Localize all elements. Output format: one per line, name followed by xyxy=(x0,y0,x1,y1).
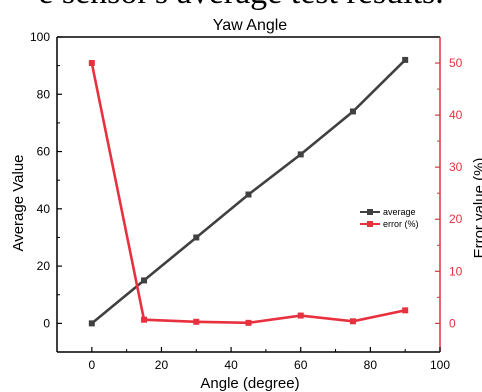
y-tick-label-right: 40 xyxy=(449,108,463,122)
data-point-average xyxy=(402,56,409,63)
x-tick-label: 80 xyxy=(364,358,378,372)
data-point-average xyxy=(245,191,252,198)
data-point-average xyxy=(349,108,356,115)
x-tick-label: 0 xyxy=(88,358,95,372)
x-tick-label: 20 xyxy=(155,358,169,372)
data-point-average xyxy=(193,234,200,241)
legend-marker-error xyxy=(367,221,373,227)
data-point-error xyxy=(88,60,95,67)
data-point-error xyxy=(193,318,200,325)
y-tick-label-left: 40 xyxy=(37,202,51,216)
y-tick-label-left: 20 xyxy=(37,259,51,273)
y-tick-label-left: 100 xyxy=(30,30,50,44)
data-point-error xyxy=(297,312,304,319)
y-tick-label-right: 20 xyxy=(449,212,463,226)
legend-label-error: error (%) xyxy=(383,219,419,229)
data-point-error xyxy=(349,318,356,325)
legend: average error (%) xyxy=(360,207,419,229)
y-tick-label-left: 80 xyxy=(37,87,51,101)
x-tick-label: 100 xyxy=(430,358,450,372)
caption-text: e sensor's average test results. xyxy=(0,0,482,12)
data-point-average xyxy=(88,320,95,327)
x-axis-label: Angle (degree) xyxy=(200,375,299,392)
x-tick-label: 40 xyxy=(224,358,238,372)
x-tick-label: 60 xyxy=(294,358,308,372)
chart-title: Yaw Angle xyxy=(213,17,288,34)
data-point-error xyxy=(402,307,409,314)
y-axis-label-right: Error value (%) xyxy=(471,158,482,259)
data-point-error xyxy=(245,319,252,326)
y-tick-label-right: 30 xyxy=(449,160,463,174)
legend-label-average: average xyxy=(383,207,416,217)
axes: 0 20 40 60 80 100 0 20 40 60 80 100 0 10 20 30 40 50 xyxy=(30,30,463,372)
y-tick-label-left: 0 xyxy=(43,316,50,330)
y-tick-label-right: 0 xyxy=(449,316,456,330)
series-layer xyxy=(88,56,409,327)
legend-marker-average xyxy=(367,209,373,215)
y-tick-label-right: 50 xyxy=(449,56,463,70)
y-tick-label-right: 10 xyxy=(449,264,463,278)
data-point-error xyxy=(141,316,148,323)
y-tick-label-left: 60 xyxy=(37,145,51,159)
data-point-average xyxy=(141,277,148,284)
data-point-average xyxy=(297,151,304,158)
y-axis-label-left: Average Value xyxy=(10,154,27,251)
